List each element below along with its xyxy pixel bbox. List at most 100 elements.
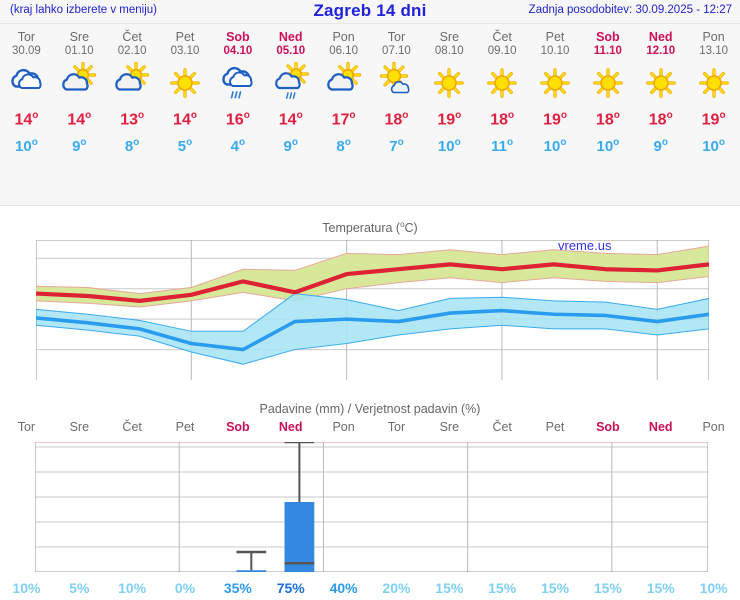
day-column[interactable]: Sre 01.10 14o 9o	[53, 30, 106, 158]
precip-probability: 75%	[276, 580, 305, 596]
day-date: 08.10	[434, 45, 464, 57]
precip-day-label: Ned	[648, 420, 673, 434]
day-column[interactable]: Pon 06.10 17o 8o	[317, 30, 370, 158]
temp-max: 14o	[173, 110, 197, 129]
precip-probability: 15%	[541, 580, 570, 596]
precip-day-label: Tor	[387, 420, 406, 434]
day-name: Ned	[648, 30, 673, 44]
temp-min: 10o	[15, 137, 38, 156]
precip-probability: 15%	[435, 580, 464, 596]
day-name: Čet	[122, 30, 142, 44]
day-date: 07.10	[382, 45, 411, 57]
day-name: Tor	[387, 30, 406, 44]
day-date: 03.10	[170, 45, 200, 57]
page-title: Zagreb 14 dni	[313, 1, 427, 20]
temp-max: 18o	[595, 110, 620, 129]
temp-min: 7o	[389, 137, 404, 156]
precip-day-label: Sob	[226, 420, 250, 434]
day-date: 30.09	[12, 45, 41, 57]
precip-probability: 15%	[593, 580, 622, 596]
sunny-icon	[159, 62, 212, 102]
day-column[interactable]: Ned 12.10 18o 9o	[634, 30, 687, 158]
day-column[interactable]: Tor 30.09 14o 10o	[0, 30, 53, 158]
day-date: 06.10	[329, 45, 358, 57]
temp-max: 19o	[437, 110, 462, 129]
day-name: Tor	[17, 30, 36, 44]
precipitation-chart-plot	[35, 442, 708, 572]
temp-min: 10o	[596, 137, 620, 156]
precip-probability: 40%	[329, 580, 358, 596]
precip-day-label: Sre	[439, 420, 460, 434]
temp-max: 18o	[384, 110, 409, 129]
day-column[interactable]: Pet 10.10 19o 10o	[529, 30, 582, 158]
sunny-icon	[634, 62, 687, 102]
precip-probability: 10%	[118, 580, 147, 596]
precip-day-label: Pon	[702, 420, 725, 434]
day-name: Pet	[545, 30, 565, 44]
temp-min: 10o	[543, 137, 567, 156]
day-column[interactable]: Sre 08.10 19o 10o	[423, 30, 476, 158]
day-date: 04.10	[223, 45, 253, 57]
temp-min: 9o	[72, 137, 87, 156]
header-bar: (kraj lahko izberete v meniju) Zagreb 14…	[0, 0, 740, 24]
temperature-chart-title: Temperatura (oC)	[322, 220, 418, 236]
day-date: 09.10	[487, 45, 517, 57]
precip-probability: 10%	[12, 580, 41, 596]
precip-day-label: Ned	[278, 420, 303, 434]
temp-max: 16o	[225, 110, 250, 129]
sunny-icon	[476, 62, 529, 102]
precip-day-label: Sob	[596, 420, 620, 434]
temp-min: 10o	[437, 137, 461, 156]
temperature-chart-section: Temperatura (oC) 5101520	[0, 206, 740, 587]
day-name: Čet	[492, 30, 512, 44]
day-name: Sob	[226, 30, 250, 44]
precip-day-label: Pet	[175, 420, 195, 434]
rain-icon	[211, 62, 264, 102]
day-date: 12.10	[646, 45, 676, 57]
day-date: 05.10	[276, 45, 306, 57]
temp-min: 9o	[653, 137, 668, 156]
temp-max: 18o	[490, 110, 515, 129]
day-name: Pon	[332, 30, 355, 44]
day-column[interactable]: Sob 11.10 18o 10o	[581, 30, 634, 158]
sunny-icon	[529, 62, 582, 102]
location-hint: (kraj lahko izberete v meniju)	[10, 4, 158, 16]
precip-day-label: Pon	[332, 420, 355, 434]
day-date: 01.10	[64, 45, 94, 57]
precip-day-label: Čet	[122, 420, 142, 434]
precip-probability: 0%	[174, 580, 196, 596]
partly-sunny-icon	[53, 62, 106, 102]
day-column[interactable]: Pon 13.10 19o 10o	[687, 30, 740, 158]
temp-min: 8o	[336, 137, 351, 156]
day-column[interactable]: Ned 05.10 14o 9o	[264, 30, 317, 158]
day-column[interactable]: Čet 02.10 13o 8o	[106, 30, 159, 158]
day-name: Sob	[596, 30, 620, 44]
precip-day-label: Tor	[17, 420, 36, 434]
temp-min: 11o	[491, 137, 514, 156]
day-date: 11.10	[593, 45, 622, 57]
site-watermark: vreme.us	[558, 238, 612, 253]
temp-max: 14o	[14, 110, 39, 129]
sunny-icon	[687, 62, 740, 102]
temp-max: 19o	[701, 110, 726, 129]
precipitation-chart-title: Padavine (mm) / Verjetnost padavin (%)	[259, 402, 481, 416]
day-name: Pet	[175, 30, 195, 44]
day-column[interactable]: Sob 04.10 16o 4o	[211, 30, 264, 158]
temp-max: 14o	[278, 110, 303, 129]
temp-min: 8o	[124, 137, 140, 156]
temp-max: 13o	[120, 110, 145, 129]
daily-forecast-columns: Tor 30.09 14o 10o Sre 01.10 14o 9o Čet 02.10 13o 8o…	[0, 24, 740, 158]
day-name: Ned	[278, 30, 303, 44]
day-column[interactable]: Čet 09.10 18o 11o	[476, 30, 529, 158]
day-column[interactable]: Tor 07.10 18o 7o	[370, 30, 423, 158]
day-column[interactable]: Pet 03.10 14o 5o	[159, 30, 212, 158]
day-date: 02.10	[117, 45, 147, 57]
precip-day-label: Pet	[545, 420, 565, 434]
temperature-chart-plot	[36, 240, 709, 380]
day-name: Pon	[702, 30, 725, 44]
precip-probability: 35%	[223, 580, 252, 596]
temp-min: 9o	[283, 137, 298, 156]
temp-min: 4o	[230, 137, 246, 156]
precip-probability: 15%	[646, 580, 675, 596]
